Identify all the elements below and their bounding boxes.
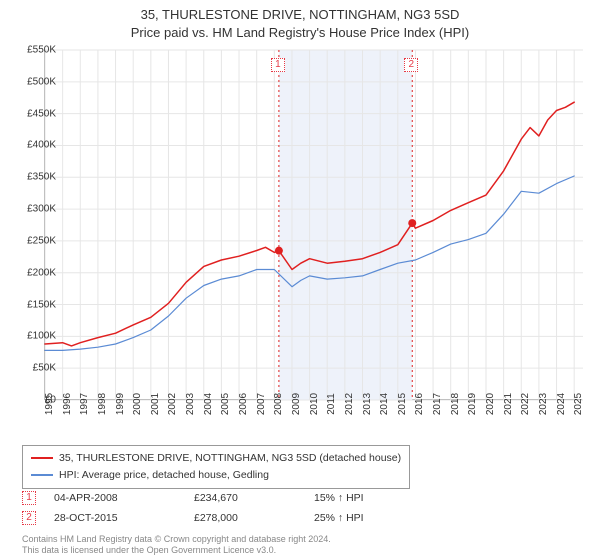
x-tick-label: 1997 bbox=[79, 393, 90, 415]
title-line-1: 35, THURLESTONE DRIVE, NOTTINGHAM, NG3 5… bbox=[141, 7, 460, 22]
sale-hpi-delta: 25% ↑ HPI bbox=[314, 512, 414, 524]
x-tick-label: 2002 bbox=[167, 393, 178, 415]
x-tick-label: 2003 bbox=[185, 393, 196, 415]
sale-price: £278,000 bbox=[194, 512, 314, 524]
x-tick-label: 2023 bbox=[538, 393, 549, 415]
x-tick-label: 1998 bbox=[97, 393, 108, 415]
sales-table: 1 04-APR-2008 £234,670 15% ↑ HPI 2 28-OC… bbox=[22, 488, 414, 528]
x-tick-label: 2008 bbox=[273, 393, 284, 415]
footer-line-2: This data is licensed under the Open Gov… bbox=[22, 545, 276, 555]
x-tick-label: 2021 bbox=[503, 393, 514, 415]
legend-item-hpi: HPI: Average price, detached house, Gedl… bbox=[31, 467, 401, 484]
table-row: 1 04-APR-2008 £234,670 15% ↑ HPI bbox=[22, 488, 414, 508]
table-row: 2 28-OCT-2015 £278,000 25% ↑ HPI bbox=[22, 508, 414, 528]
x-tick-label: 2013 bbox=[362, 393, 373, 415]
legend-item-property: 35, THURLESTONE DRIVE, NOTTINGHAM, NG3 5… bbox=[31, 450, 401, 467]
x-tick-label: 2016 bbox=[414, 393, 425, 415]
y-tick-label: £50K bbox=[33, 363, 56, 374]
x-tick-label: 2020 bbox=[485, 393, 496, 415]
x-tick-label: 2017 bbox=[432, 393, 443, 415]
x-tick-label: 2015 bbox=[397, 393, 408, 415]
legend-swatch-hpi bbox=[31, 474, 53, 476]
sale-index-badge: 2 bbox=[22, 511, 36, 525]
sale-date: 28-OCT-2015 bbox=[54, 512, 194, 524]
legend-swatch-property bbox=[31, 457, 53, 459]
y-tick-label: £250K bbox=[27, 235, 56, 246]
legend-label-property: 35, THURLESTONE DRIVE, NOTTINGHAM, NG3 5… bbox=[59, 450, 401, 467]
x-tick-label: 2009 bbox=[291, 393, 302, 415]
x-tick-label: 2005 bbox=[220, 393, 231, 415]
x-tick-label: 2012 bbox=[344, 393, 355, 415]
y-tick-label: £400K bbox=[27, 140, 56, 151]
legend-label-hpi: HPI: Average price, detached house, Gedl… bbox=[59, 467, 269, 484]
x-tick-label: 2007 bbox=[256, 393, 267, 415]
y-tick-label: £500K bbox=[27, 76, 56, 87]
x-tick-label: 2022 bbox=[520, 393, 531, 415]
footer-line-1: Contains HM Land Registry data © Crown c… bbox=[22, 534, 331, 544]
x-tick-label: 2019 bbox=[467, 393, 478, 415]
attribution-footer: Contains HM Land Registry data © Crown c… bbox=[22, 534, 331, 557]
y-tick-label: £550K bbox=[27, 45, 56, 56]
x-tick-label: 2001 bbox=[150, 393, 161, 415]
y-tick-label: £150K bbox=[27, 299, 56, 310]
sale-marker-badge: 1 bbox=[271, 58, 285, 72]
x-tick-label: 1996 bbox=[62, 393, 73, 415]
sale-marker-badge: 2 bbox=[404, 58, 418, 72]
x-tick-label: 1995 bbox=[44, 393, 55, 415]
x-tick-label: 2018 bbox=[450, 393, 461, 415]
title-line-2: Price paid vs. HM Land Registry's House … bbox=[131, 25, 469, 40]
sale-date: 04-APR-2008 bbox=[54, 492, 194, 504]
sale-hpi-delta: 15% ↑ HPI bbox=[314, 492, 414, 504]
chart-container: 35, THURLESTONE DRIVE, NOTTINGHAM, NG3 5… bbox=[0, 0, 600, 560]
sale-price: £234,670 bbox=[194, 492, 314, 504]
x-tick-label: 2024 bbox=[556, 393, 567, 415]
legend: 35, THURLESTONE DRIVE, NOTTINGHAM, NG3 5… bbox=[22, 445, 410, 489]
x-tick-label: 2006 bbox=[238, 393, 249, 415]
x-tick-label: 2025 bbox=[573, 393, 584, 415]
chart-plot-area bbox=[44, 50, 582, 400]
chart-svg bbox=[45, 50, 583, 400]
x-tick-label: 2014 bbox=[379, 393, 390, 415]
y-tick-label: £300K bbox=[27, 204, 56, 215]
x-tick-label: 2010 bbox=[309, 393, 320, 415]
x-tick-label: 2004 bbox=[203, 393, 214, 415]
sale-index-badge: 1 bbox=[22, 491, 36, 505]
x-tick-label: 2011 bbox=[326, 393, 337, 415]
chart-title: 35, THURLESTONE DRIVE, NOTTINGHAM, NG3 5… bbox=[0, 0, 600, 41]
y-tick-label: £100K bbox=[27, 331, 56, 342]
y-tick-label: £350K bbox=[27, 172, 56, 183]
y-tick-label: £450K bbox=[27, 108, 56, 119]
y-tick-label: £200K bbox=[27, 267, 56, 278]
x-tick-label: 1999 bbox=[115, 393, 126, 415]
x-tick-label: 2000 bbox=[132, 393, 143, 415]
